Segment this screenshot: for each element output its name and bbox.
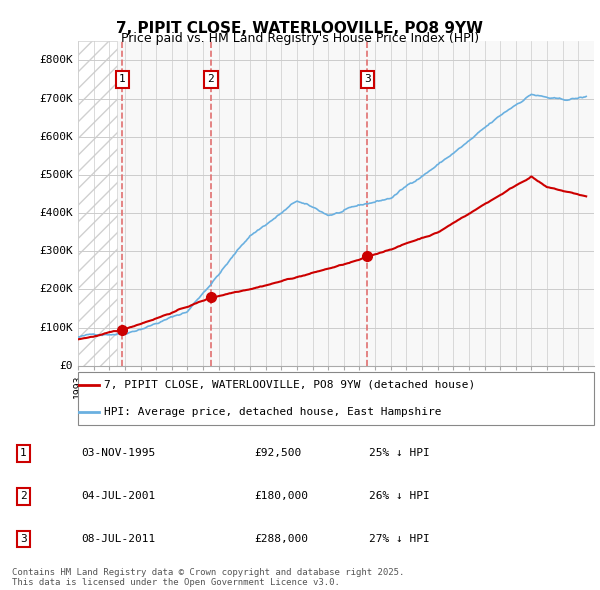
Text: Contains HM Land Registry data © Crown copyright and database right 2025.
This d: Contains HM Land Registry data © Crown c… xyxy=(12,568,404,587)
Text: 3: 3 xyxy=(364,74,371,84)
Text: £100K: £100K xyxy=(39,323,73,333)
Text: 26% ↓ HPI: 26% ↓ HPI xyxy=(369,491,430,501)
Text: 3: 3 xyxy=(20,534,27,544)
Text: £200K: £200K xyxy=(39,284,73,294)
Text: 2: 2 xyxy=(208,74,214,84)
Text: HPI: Average price, detached house, East Hampshire: HPI: Average price, detached house, East… xyxy=(104,407,442,417)
Text: £92,500: £92,500 xyxy=(254,448,301,458)
Text: £0: £0 xyxy=(59,361,73,371)
Text: £180,000: £180,000 xyxy=(254,491,308,501)
FancyBboxPatch shape xyxy=(78,372,594,425)
Text: 7, PIPIT CLOSE, WATERLOOVILLE, PO8 9YW (detached house): 7, PIPIT CLOSE, WATERLOOVILLE, PO8 9YW (… xyxy=(104,380,475,390)
Text: 1: 1 xyxy=(20,448,27,458)
Text: 27% ↓ HPI: 27% ↓ HPI xyxy=(369,534,430,544)
Bar xyxy=(78,41,117,366)
Text: £800K: £800K xyxy=(39,55,73,65)
Text: Price paid vs. HM Land Registry's House Price Index (HPI): Price paid vs. HM Land Registry's House … xyxy=(121,32,479,45)
Text: £288,000: £288,000 xyxy=(254,534,308,544)
Text: 04-JUL-2001: 04-JUL-2001 xyxy=(81,491,155,501)
Text: 08-JUL-2011: 08-JUL-2011 xyxy=(81,534,155,544)
Text: £400K: £400K xyxy=(39,208,73,218)
Text: £600K: £600K xyxy=(39,132,73,142)
Text: 7, PIPIT CLOSE, WATERLOOVILLE, PO8 9YW: 7, PIPIT CLOSE, WATERLOOVILLE, PO8 9YW xyxy=(116,21,484,35)
Text: £500K: £500K xyxy=(39,170,73,180)
Text: £300K: £300K xyxy=(39,246,73,256)
Text: 2: 2 xyxy=(20,491,27,501)
Text: 25% ↓ HPI: 25% ↓ HPI xyxy=(369,448,430,458)
Text: 03-NOV-1995: 03-NOV-1995 xyxy=(81,448,155,458)
Text: £700K: £700K xyxy=(39,94,73,104)
Text: 1: 1 xyxy=(119,74,126,84)
